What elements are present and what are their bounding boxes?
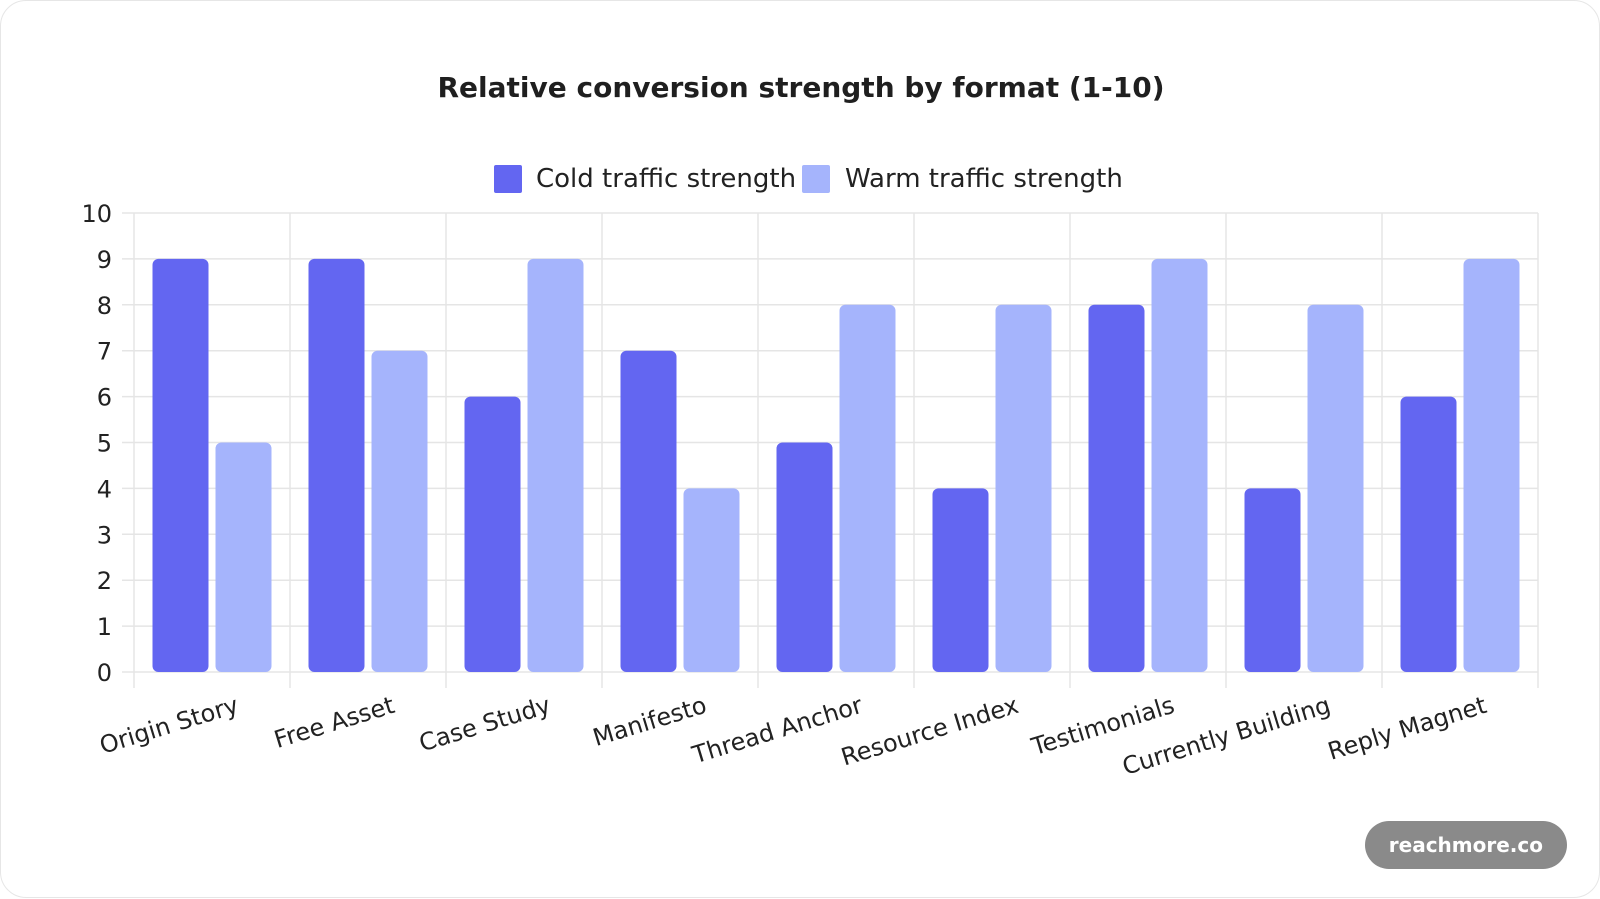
bar — [308, 258, 365, 672]
legend-swatch-warm — [802, 165, 830, 193]
bar — [776, 442, 833, 672]
bar — [1307, 304, 1364, 672]
x-tick-label: Resource Index — [838, 691, 1022, 772]
y-tick-label: 0 — [97, 659, 112, 687]
y-tick-label: 2 — [97, 567, 112, 595]
bar — [1400, 396, 1457, 672]
y-tick-label: 7 — [97, 338, 112, 366]
bars — [152, 258, 1520, 672]
bar — [1151, 258, 1208, 672]
bar — [995, 304, 1052, 672]
y-tick-label: 3 — [97, 521, 112, 549]
bar — [932, 488, 989, 672]
bar — [1244, 488, 1301, 672]
bar — [1088, 304, 1145, 672]
y-tick-label: 1 — [97, 613, 112, 641]
bar — [152, 258, 209, 672]
bar — [527, 258, 584, 672]
y-tick-label: 10 — [81, 200, 112, 228]
x-axis: Origin Story Free Asset Case Study Manifest… — [96, 691, 1489, 781]
bar — [1463, 258, 1520, 672]
x-tick-label: Origin Story — [96, 691, 241, 760]
bar — [215, 442, 272, 672]
y-tick-label: 9 — [97, 246, 112, 274]
y-axis: 0 1 2 3 4 5 6 7 8 9 10 — [81, 200, 112, 687]
x-tick-label: Thread Anchor — [688, 691, 866, 770]
bar — [464, 396, 521, 672]
legend-swatch-cold — [494, 165, 522, 193]
y-tick-label: 4 — [97, 475, 112, 503]
bar — [839, 304, 896, 672]
legend-label-warm: Warm traffic strength — [845, 164, 1123, 194]
bar — [683, 488, 740, 672]
chart-title: Relative conversion strength by format (… — [437, 71, 1164, 104]
bar — [620, 350, 677, 672]
y-tick-label: 6 — [97, 384, 112, 412]
chart-legend: Cold traffic strength Warm traffic stren… — [494, 164, 1123, 194]
bar — [371, 350, 428, 672]
x-tick-label: Case Study — [416, 691, 554, 757]
x-tick-label: Reply Magnet — [1325, 691, 1490, 766]
y-tick-label: 5 — [97, 430, 112, 458]
legend-label-cold: Cold traffic strength — [536, 164, 796, 194]
y-tick-label: 8 — [97, 292, 112, 320]
x-tick-label: Free Asset — [271, 691, 398, 754]
watermark-badge: reachmore.co — [1364, 821, 1567, 869]
